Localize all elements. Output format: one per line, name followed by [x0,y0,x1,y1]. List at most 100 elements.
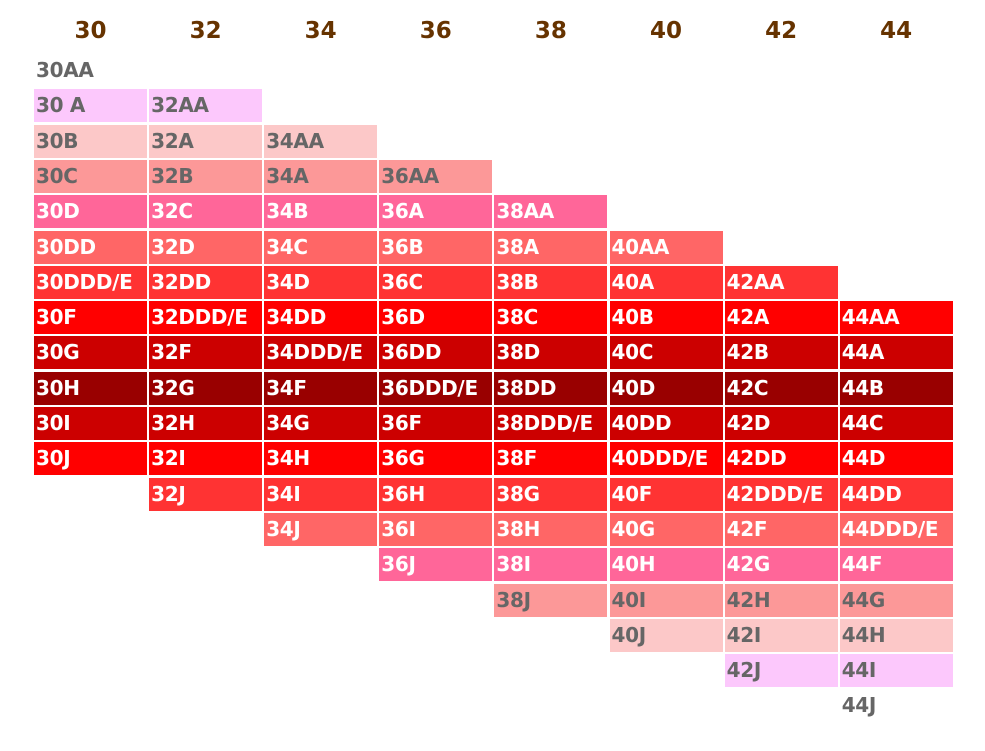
size-cell: 34DD [264,301,378,335]
size-cell: 44H [839,618,953,652]
size-cell: 40H [609,548,723,582]
size-cell: 42G [724,548,838,582]
size-cell: 36D [379,301,493,335]
size-cell: 38I [494,548,608,582]
size-cell: 34H [264,442,378,476]
size-cell: 34I [264,477,378,511]
size-cell: 32I [149,442,263,476]
size-cell: 34J [264,512,378,546]
size-cell: 44B [839,371,953,405]
size-cell: 38DD [494,371,608,405]
size-cell: 30AA [34,54,147,87]
size-cell: 40F [609,477,723,511]
size-cell: 42D [724,407,838,440]
size-cell: 40DDD/E [609,442,723,476]
size-cell: 44DD [839,477,953,511]
size-cell: 36H [379,477,493,511]
size-cell: 38J [494,583,608,617]
size-cell: 44DDD/E [839,512,953,546]
size-cell: 36F [379,407,493,440]
size-cell: 36DDD/E [379,371,493,405]
size-cell: 32D [149,230,263,264]
size-cell: 30C [34,159,147,193]
size-cell: 30DD [34,230,147,264]
size-cell: 32F [149,336,263,370]
size-cell: 40A [609,265,723,299]
band-header-32: 32 [189,18,222,44]
size-cell: 38H [494,512,608,546]
size-cell: 38G [494,477,608,511]
size-cell: 34F [264,371,378,405]
size-cell: 44F [839,548,953,582]
size-cell: 34G [264,407,378,440]
size-cell: 32DD [149,265,263,299]
size-cell: 38B [494,265,608,299]
band-header-44: 44 [880,18,913,44]
size-cell: 38F [494,442,608,476]
band-header-38: 38 [534,18,567,44]
size-cell: 32H [149,407,263,440]
size-cell: 40DD [609,407,723,440]
size-cell: 38D [494,336,608,370]
size-cell: 42AA [724,265,838,299]
size-cell: 42H [724,583,838,617]
size-cell: 40D [609,371,723,405]
size-cell: 40AA [609,230,723,264]
size-cell: 40I [609,583,723,617]
size-cell: 42I [724,618,838,652]
band-header-42: 42 [765,18,798,44]
size-cell: 44AA [839,301,953,335]
size-cell: 32DDD/E [149,301,263,335]
size-cell: 44C [839,407,953,440]
size-cell: 36B [379,230,493,264]
size-cell: 30F [34,301,147,335]
size-cell: 36J [379,548,493,582]
size-cell: 34A [264,159,378,193]
band-header-30: 30 [74,18,107,44]
band-header-34: 34 [304,18,337,44]
size-cell: 30H [34,371,147,405]
size-cell: 42J [724,654,838,688]
size-cell: 36C [379,265,493,299]
size-cell: 42DD [724,442,838,476]
size-cell: 30DDD/E [34,265,147,299]
size-cell: 32B [149,159,263,193]
size-cell: 32G [149,371,263,405]
size-cell: 44A [839,336,953,370]
size-cell: 32C [149,195,263,229]
size-cell: 30 A [34,89,147,123]
size-cell: 34B [264,195,378,229]
size-cell: 30D [34,195,147,229]
size-cell: 30I [34,407,147,440]
size-cell: 38AA [494,195,608,229]
size-cell: 32AA [149,89,263,123]
size-cell: 30J [34,442,147,476]
size-cell: 36DD [379,336,493,370]
size-cell: 36AA [379,159,493,193]
size-cell: 42F [724,512,838,546]
band-header-36: 36 [419,18,452,44]
size-cell: 32A [149,124,263,158]
size-cell: 44G [839,583,953,617]
size-cell: 40G [609,512,723,546]
size-cell: 34D [264,265,378,299]
size-cell: 42C [724,371,838,405]
size-cell: 32J [149,477,263,511]
size-cell: 40J [609,618,723,652]
size-cell: 40B [609,301,723,335]
size-cell: 42A [724,301,838,335]
size-cell: 30B [34,124,147,158]
size-cell: 30G [34,336,147,370]
size-cell: 40C [609,336,723,370]
size-cell: 42DDD/E [724,477,838,511]
size-cell: 34DDD/E [264,336,378,370]
size-cell: 38A [494,230,608,264]
size-cell: 36G [379,442,493,476]
size-cell: 38DDD/E [494,407,608,440]
size-cell: 44J [839,689,953,723]
size-cell: 36A [379,195,493,229]
size-cell: 44D [839,442,953,476]
size-cell: 36I [379,512,493,546]
size-cell: 34AA [264,124,378,158]
size-cell: 38C [494,301,608,335]
